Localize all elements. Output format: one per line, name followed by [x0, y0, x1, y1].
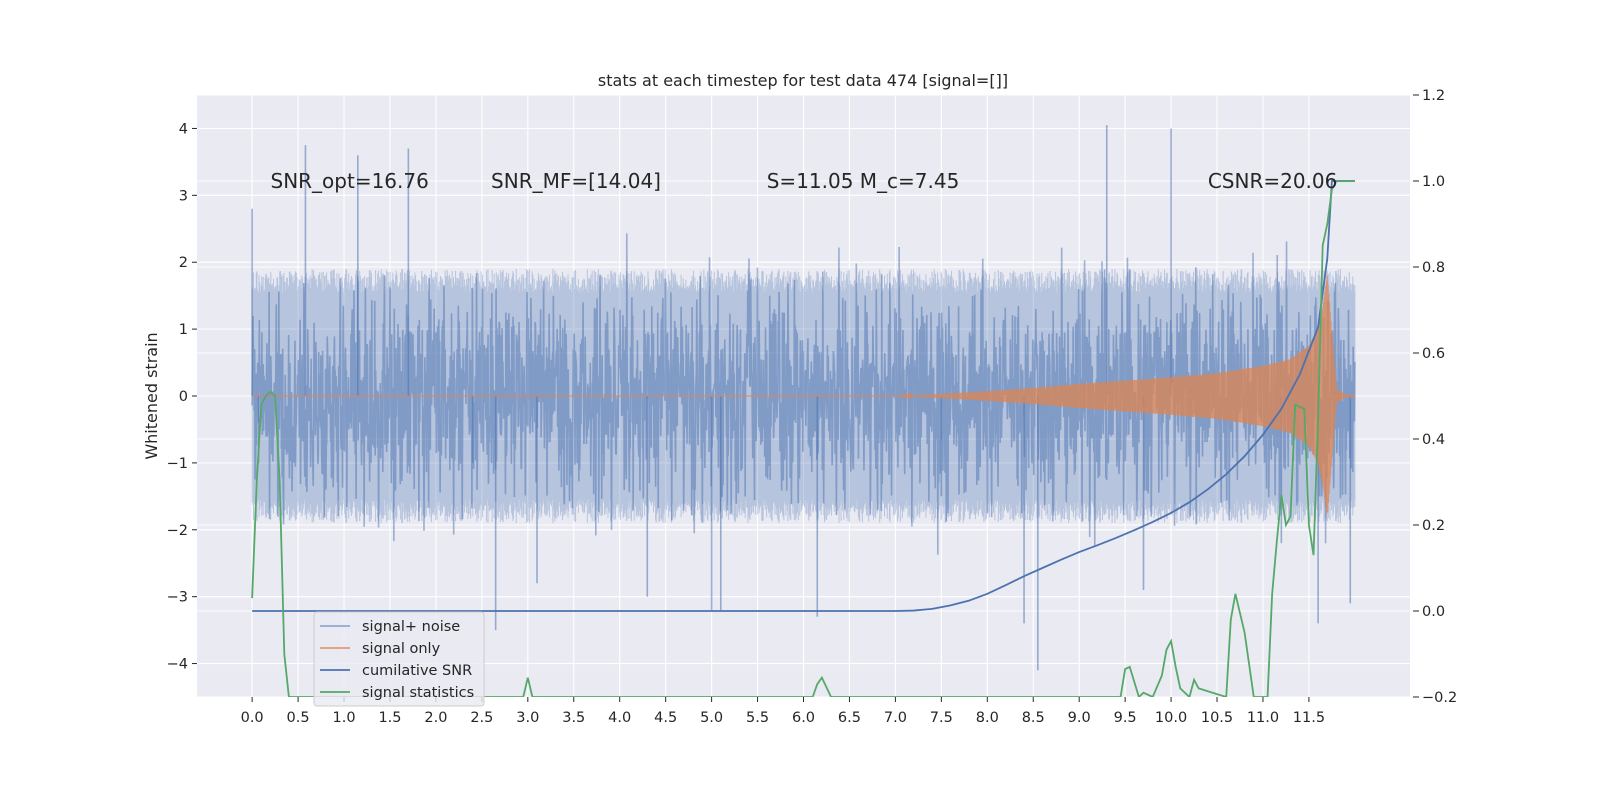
x-tick-label: 11.5: [1293, 710, 1325, 726]
x-tick-label: 1.0: [332, 710, 355, 726]
y2-tick-label: 0.2: [1422, 518, 1445, 534]
x-tick-label: 2.0: [424, 710, 447, 726]
x-tick-label: 5.0: [700, 710, 723, 726]
y2-tick-label: 1.2: [1422, 88, 1445, 104]
x-tick-label: 4.5: [654, 710, 677, 726]
legend-label: signal statistics: [362, 685, 474, 701]
x-tick-label: 9.5: [1114, 710, 1137, 726]
y2-tick-label: 0.4: [1422, 432, 1445, 448]
annotation-text: CSNR=20.06: [1208, 169, 1338, 193]
x-tick-label: 7.5: [930, 710, 953, 726]
x-tick-label: 10.0: [1155, 710, 1187, 726]
y-tick-label: −2: [167, 523, 188, 539]
annotation-text: SNR_MF=[14.04]: [491, 169, 661, 193]
y-tick-label: 2: [179, 255, 188, 271]
legend-box: [313, 611, 485, 707]
x-tick-label: 8.0: [976, 710, 999, 726]
y-tick-label: −1: [167, 456, 188, 472]
x-tick-label: 9.0: [1068, 710, 1091, 726]
y2-tick-label: 1.0: [1422, 174, 1445, 190]
y2-tick-label: −0.2: [1422, 690, 1457, 706]
x-tick-label: 5.5: [746, 710, 769, 726]
x-tick-label: 6.5: [838, 710, 861, 726]
y2-tick-label: 0.6: [1422, 346, 1445, 362]
statistics-line: [251, 180, 1355, 697]
x-tick-label: 11.0: [1247, 710, 1279, 726]
chart-title: stats at each timestep for test data 474…: [598, 71, 1008, 90]
legend-label: signal only: [362, 641, 441, 657]
x-tick-label: 7.0: [884, 710, 907, 726]
y2-tick-label: 0.0: [1422, 604, 1445, 620]
annotation-text: S=11.05 M_c=7.45: [767, 169, 960, 193]
legend-label: signal+ noise: [362, 619, 460, 635]
annotations: SNR_opt=16.76 SNR_MF=[14.04] S=11.05 M_c=7…: [271, 169, 1338, 193]
signal-series-line: [252, 275, 1355, 514]
x-tick-label: 1.5: [378, 710, 401, 726]
legend-label: cumilative SNR: [362, 663, 472, 679]
y-tick-label: 1: [179, 322, 188, 338]
y-tick-label: 3: [179, 188, 188, 204]
y-tick-label: −4: [167, 657, 188, 673]
x-tick-label: 2.5: [470, 710, 493, 726]
x-tick-label: 6.0: [792, 710, 815, 726]
annotation-text: SNR_opt=16.76: [271, 169, 429, 193]
x-tick-label: 8.5: [1022, 710, 1045, 726]
y2-tick-label: 0.8: [1422, 260, 1445, 276]
x-tick-label: 3.5: [562, 710, 585, 726]
x-tick-label: 4.0: [608, 710, 631, 726]
y-axis-label: Whitened strain: [142, 332, 161, 459]
x-tick-label: 0.5: [287, 710, 310, 726]
y-tick-label: 0: [179, 389, 188, 405]
x-tick-label: 0.0: [241, 710, 264, 726]
legend: signal+ noise signal only cumilative SNR si…: [313, 611, 485, 707]
x-tick-label: 3.0: [516, 710, 539, 726]
y-tick-label: −3: [167, 590, 188, 606]
x-tick-label: 10.5: [1201, 710, 1233, 726]
y-tick-label: 4: [179, 121, 188, 137]
cumulative-snr-line: [252, 180, 1355, 612]
axes: 0.0 0.5 1.0 1.5 2.0 2.5 3.0 3.5 4.0 4.5 5.0 5.5 6.0 6…: [167, 88, 1458, 726]
plot-marks: [251, 125, 1356, 697]
